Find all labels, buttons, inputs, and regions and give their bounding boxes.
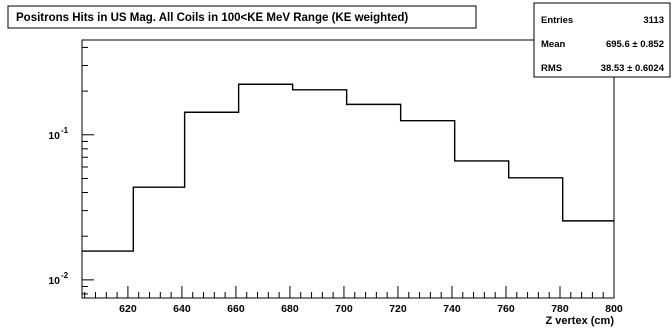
stats-box: Entries 3113 Mean 695.6 ± 0.852 RMS 38.53 ± 0…	[533, 2, 671, 78]
x-tick-label: 780	[551, 303, 569, 315]
stats-label: RMS	[541, 63, 562, 74]
x-axis: 620 640 660 680 700 720 740 760 780 800	[84, 286, 623, 315]
x-tick-label: 660	[227, 303, 245, 315]
histogram-outline	[82, 83, 614, 252]
x-tick-label: 720	[389, 303, 407, 315]
x-tick-label: 700	[335, 303, 353, 315]
stats-value: 695.6 ± 0.852	[606, 39, 664, 50]
chart-title: Positrons Hits in US Mag. All Coils in 1…	[16, 12, 408, 24]
y-tick-exponent: -1	[61, 126, 69, 135]
x-tick-label: 760	[497, 303, 515, 315]
y-tick-label: 10	[48, 275, 60, 287]
y-tick-label: 10	[48, 130, 60, 142]
stats-value: 38.53 ± 0.6024	[601, 63, 665, 74]
y-axis: 10-110-2	[48, 46, 94, 295]
plot-frame	[81, 39, 615, 299]
stats-label: Mean	[541, 39, 565, 50]
x-tick-label: 800	[605, 303, 623, 315]
x-tick-label: 680	[281, 303, 299, 315]
stats-label: Entries	[541, 15, 573, 26]
stats-value: 3113	[643, 15, 664, 26]
x-tick-label: 740	[443, 303, 461, 315]
stats-box-frame	[533, 2, 671, 78]
histogram-series	[82, 83, 614, 252]
x-axis-label: Z vertex (cm)	[546, 315, 615, 327]
y-tick-exponent: -2	[61, 271, 69, 280]
x-tick-label: 620	[119, 303, 137, 315]
title-box	[7, 5, 477, 29]
x-tick-label: 640	[173, 303, 191, 315]
